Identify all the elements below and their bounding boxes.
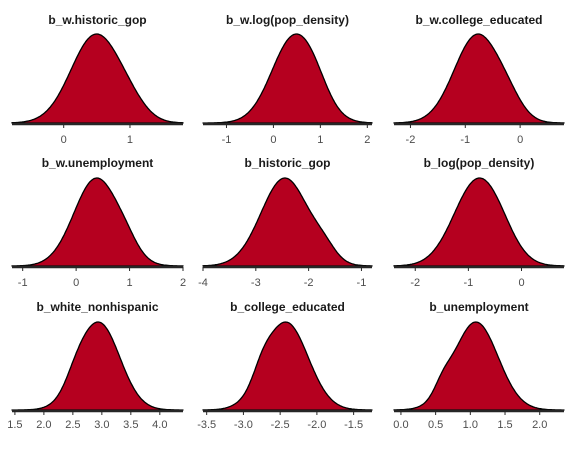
panel-title: b_college_educated [230,300,345,314]
panel-title: b_w.log(pop_density) [226,13,349,27]
density-panel-3: b_w.college_educated -2 -1 0 [393,13,565,146]
x-tick-label: -2 [304,277,314,289]
x-tick-label: -1 [460,134,470,146]
x-tick-label: -2 [406,134,416,146]
x-tick-label: 0 [73,277,79,289]
panel-title: b_log(pop_density) [424,156,535,170]
x-tick-label: -1 [463,277,473,289]
x-tick-label: 1.5 [497,419,512,431]
density-area [11,321,184,411]
panel-title: b_white_nonhispanic [36,300,158,314]
panel-title: b_historic_gop [244,156,330,170]
x-tick-label: -3.0 [234,419,253,431]
x-tick-label: -3 [251,277,261,289]
density-area [393,321,565,411]
density-panel-5: b_historic_gop -4 -3 -2 -1 [198,156,373,289]
density-panel-2: b_w.log(pop_density) -1 0 1 2 [202,13,373,146]
x-tick-label: -1.5 [344,419,363,431]
panel-title: b_unemployment [429,300,528,314]
x-tick-label: 0.5 [428,419,443,431]
x-tick-label: 1 [127,134,133,146]
x-tick-label: -1 [357,277,367,289]
density-area [202,321,373,411]
x-tick-label: 2.0 [36,419,51,431]
x-tick-label: -1 [18,277,28,289]
x-tick-label: 4.0 [152,419,167,431]
x-tick-label: 3.0 [94,419,109,431]
x-tick-label: 0 [61,134,67,146]
x-tick-label: 1.0 [463,419,478,431]
density-area [202,33,373,124]
density-panel-6: b_log(pop_density) -2 -1 0 [393,156,565,289]
density-area [393,177,565,267]
density-area [11,177,184,267]
x-tick-label: 0 [518,277,524,289]
x-tick-label: -2.0 [307,419,326,431]
x-tick-label: -3.5 [197,419,216,431]
x-tick-label: 2.5 [65,419,80,431]
x-tick-label: 2 [364,134,370,146]
density-panel-1: b_w.historic_gop 0 1 [11,13,184,146]
x-tick-label: 0.0 [393,419,408,431]
x-tick-label: 2.0 [532,419,547,431]
x-tick-label: 1 [127,277,133,289]
density-panel-7: b_white_nonhispanic 1.5 2.0 2.5 3.0 3.5 4.0 [7,300,184,431]
x-tick-label: 3.5 [123,419,138,431]
density-area [11,33,184,124]
x-tick-label: 0 [270,134,276,146]
x-tick-label: -1 [222,134,232,146]
x-tick-label: 1 [317,134,323,146]
density-area [202,177,373,267]
x-tick-label: 2 [180,277,186,289]
density-panel-4: b_w.unemployment -1 0 1 2 [11,156,186,289]
panel-title: b_w.unemployment [42,156,154,170]
x-tick-label: -2.5 [271,419,290,431]
x-tick-label: 1.5 [7,419,22,431]
density-panel-9: b_unemployment 0.0 0.5 1.0 1.5 2.0 [393,300,565,431]
x-tick-label: -2 [410,277,420,289]
panel-title: b_w.historic_gop [48,13,146,27]
density-panel-8: b_college_educated -3.5 -3.0 -2.5 -2.0 -1.5 [197,300,373,431]
x-tick-label: -4 [198,277,208,289]
density-area [393,33,565,124]
panel-title: b_w.college_educated [416,13,543,27]
x-tick-label: 0 [517,134,523,146]
